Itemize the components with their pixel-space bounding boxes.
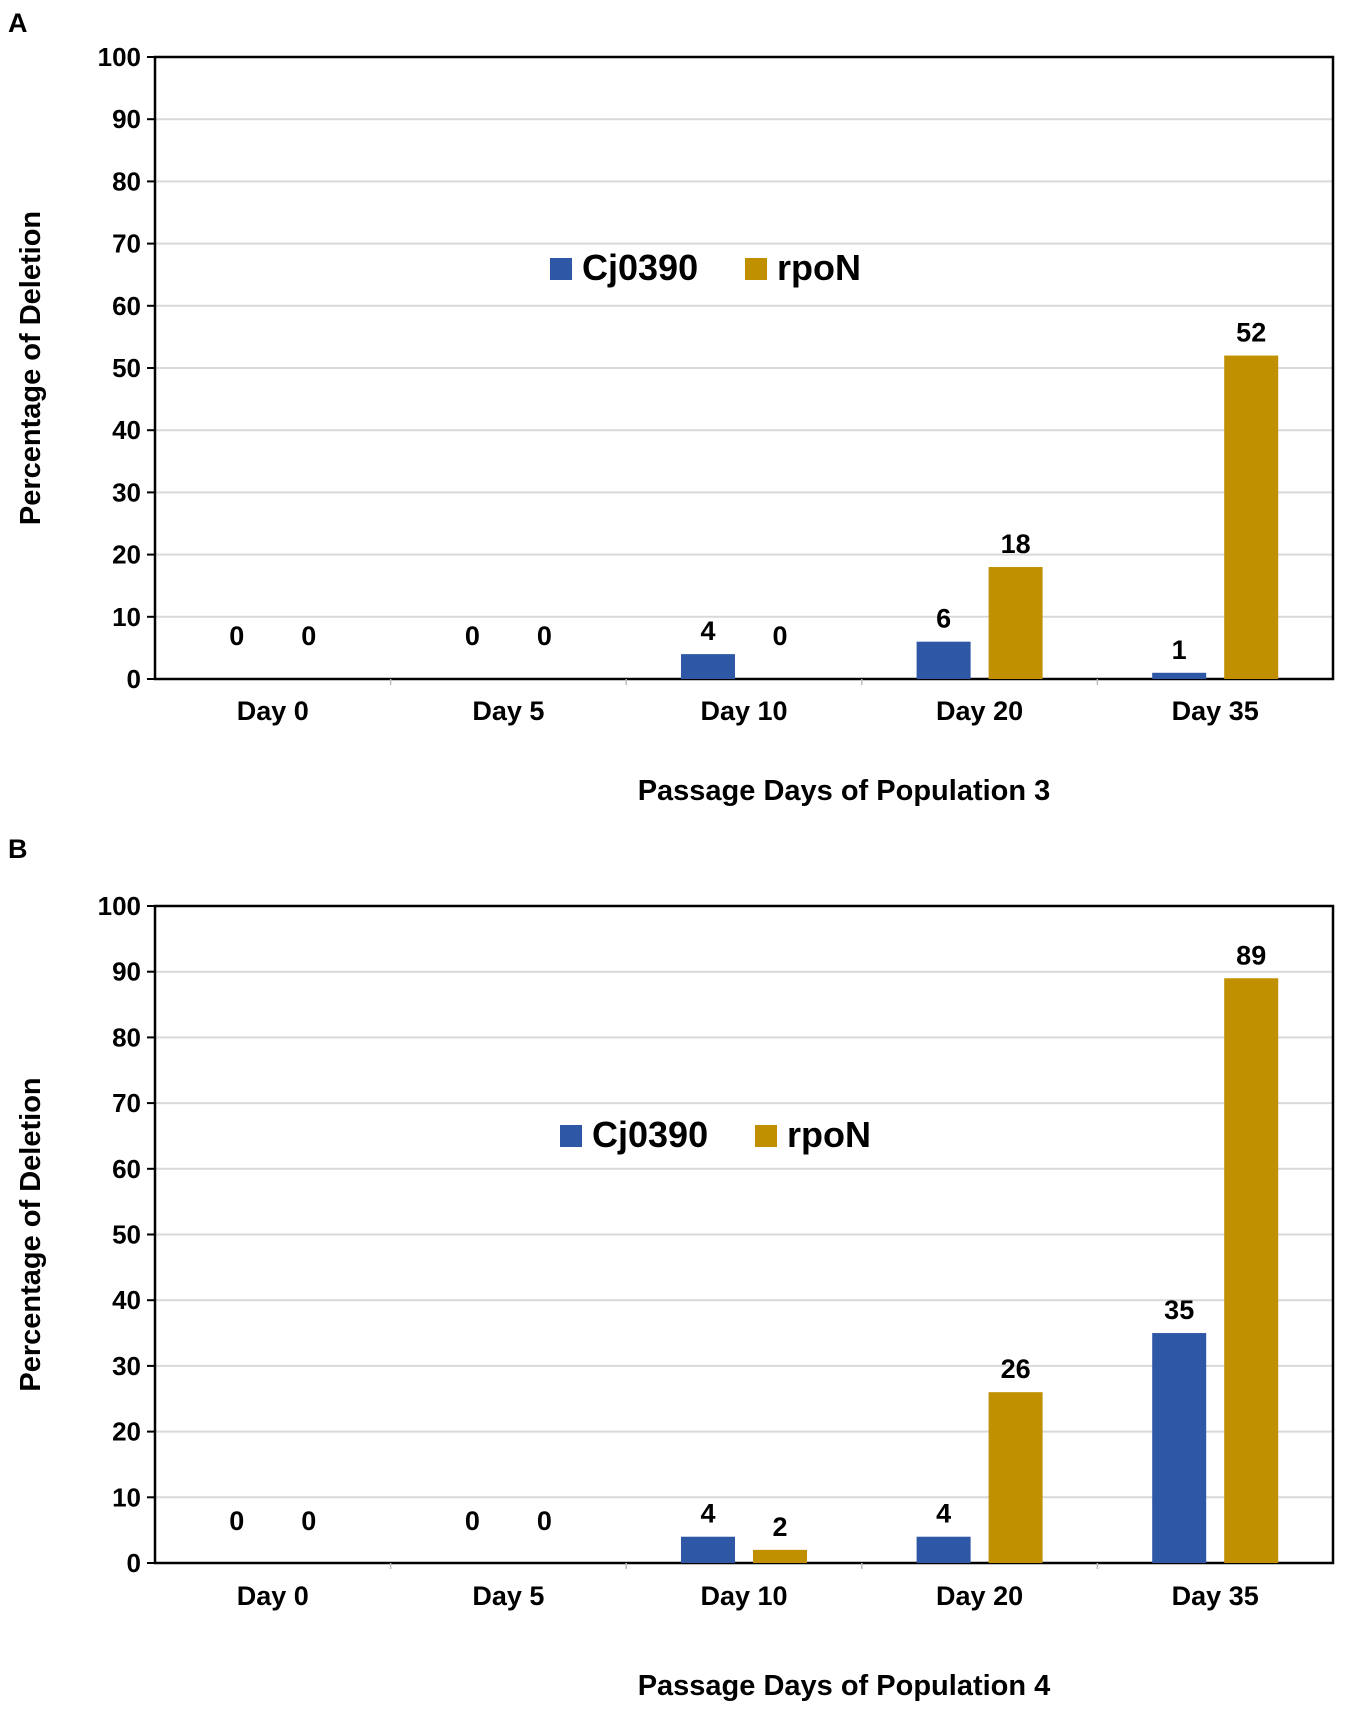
y-tick-label: 90 [112,104,141,134]
legend: Cj0390 rpoN [560,1114,871,1155]
x-tick-label: Day 20 [936,696,1023,726]
data-label: 0 [537,1506,552,1536]
x-tick-label: Day 35 [1172,1581,1259,1611]
bar-rpon-day-35 [1224,978,1279,1563]
bar-cj0390-day-35 [1152,672,1207,679]
data-label: 89 [1236,940,1266,970]
data-label: 2 [772,1512,787,1542]
legend-label-rpon: rpoN [787,1114,871,1155]
y-tick-label: 50 [112,1220,141,1250]
y-tick-label: 0 [127,664,141,694]
y-tick-label: 20 [112,1417,141,1447]
x-tick-label: Day 5 [472,1581,544,1611]
data-label: 52 [1236,318,1266,348]
y-tick-label: 10 [112,602,141,632]
data-label: 6 [936,604,951,634]
data-label: 35 [1164,1295,1194,1325]
legend-label-cj0390: Cj0390 [582,247,698,288]
x-tick-label: Day 10 [700,1581,787,1611]
x-tick-label: Day 5 [472,696,544,726]
y-tick-label: 30 [112,1351,141,1381]
bar-cj0390-day-35 [1152,1333,1207,1563]
y-tick-label: 80 [112,1022,141,1052]
x-axis-title: Passage Days of Population 4 [638,1670,1051,1702]
data-label: 0 [301,621,316,651]
panel-label: A [8,8,28,38]
y-tick-label: 60 [112,1154,141,1184]
y-tick-label: 60 [112,291,141,321]
y-tick-label: 0 [127,1548,141,1578]
y-tick-label: 40 [112,1285,141,1315]
plot-frame [153,55,1335,681]
plot-frame [153,904,1335,1565]
y-tick-label: 40 [112,415,141,445]
data-label: 4 [700,1499,715,1529]
legend: Cj0390 rpoN [550,247,861,288]
y-tick-label: 100 [98,42,141,72]
x-tick-label: Day 0 [237,1581,309,1611]
data-label: 26 [1001,1354,1031,1384]
y-tick-label: 10 [112,1482,141,1512]
data-label: 0 [537,621,552,651]
x-tick-label: Day 0 [237,696,309,726]
panel-label: B [8,834,28,864]
chart-panel-b: B 0 10 20 30 40 50 60 70 80 90 100 Day 0 0 0 Day 5 0 0 Day… [8,834,1335,1702]
legend-swatch-cj0390 [550,258,572,280]
data-label: 18 [1001,529,1031,559]
y-tick-label: 90 [112,957,141,987]
data-label: 0 [465,621,480,651]
y-tick-label: 100 [98,891,141,921]
bar-cj0390-day-20 [916,1536,971,1563]
bar-rpon-day-35 [1224,355,1279,679]
bar-cj0390-day-10 [681,654,735,679]
bar-rpon-day-20 [988,1392,1043,1563]
data-label: 0 [229,621,244,651]
y-tick-label: 80 [112,166,141,196]
y-tick-label: 30 [112,477,141,507]
bar-cj0390-day-20 [916,641,971,679]
x-tick-label: Day 35 [1172,696,1259,726]
legend-swatch-cj0390 [560,1125,582,1147]
data-label: 1 [1172,635,1187,665]
x-tick-label: Day 10 [700,696,787,726]
legend-label-cj0390: Cj0390 [592,1114,708,1155]
bar-rpon-day-20 [988,567,1043,679]
y-tick-label: 70 [112,1088,141,1118]
data-label: 0 [301,1506,316,1536]
data-label: 4 [700,616,715,646]
legend-label-rpon: rpoN [777,247,861,288]
data-label: 4 [936,1499,951,1529]
data-label: 0 [772,621,787,651]
y-tick-label: 70 [112,229,141,259]
legend-swatch-rpon [755,1125,777,1147]
data-label: 0 [229,1506,244,1536]
legend-swatch-rpon [745,258,767,280]
y-tick-label: 50 [112,353,141,383]
bar-rpon-day-10 [753,1549,807,1563]
bar-cj0390-day-10 [681,1536,735,1563]
data-label: 0 [465,1506,480,1536]
x-axis-title: Passage Days of Population 3 [638,775,1051,807]
x-tick-label: Day 20 [936,1581,1023,1611]
y-axis-title: Percentage of Deletion [15,1077,47,1391]
y-tick-label: 20 [112,540,141,570]
y-axis-title: Percentage of Deletion [15,211,47,525]
